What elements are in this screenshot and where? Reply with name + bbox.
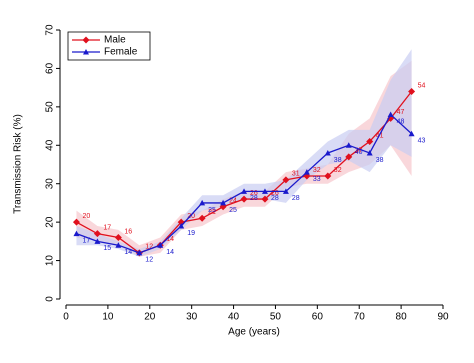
data-label: 32	[334, 167, 342, 174]
marker	[93, 230, 101, 238]
y-tick-label: 0	[45, 296, 56, 302]
y-axis-label: Transmission Risk (%)	[13, 114, 24, 214]
data-label: 43	[418, 138, 426, 145]
data-label: 25	[229, 207, 237, 214]
y-tick-label: 20	[45, 216, 56, 228]
x-tick-label: 20	[144, 312, 156, 323]
marker	[136, 249, 143, 256]
data-label: 19	[187, 230, 195, 237]
data-label: 40	[355, 149, 363, 156]
x-tick-label: 40	[228, 312, 240, 323]
x-tick-label: 30	[186, 312, 198, 323]
marker	[303, 169, 310, 175]
data-label: 24	[229, 198, 237, 205]
data-label: 20	[187, 213, 195, 220]
marker	[199, 199, 206, 206]
data-label: 48	[397, 118, 405, 125]
marker	[220, 199, 227, 206]
data-label: 38	[334, 157, 342, 164]
data-label: 14	[166, 249, 174, 256]
marker	[324, 172, 332, 180]
data-label: 26	[271, 190, 279, 197]
data-label: 20	[82, 213, 90, 220]
data-label: 17	[103, 225, 111, 232]
data-label: 32	[313, 167, 321, 174]
marker	[261, 195, 269, 203]
x-axis-label: Age (years)	[228, 327, 280, 338]
confidence-band	[76, 49, 412, 257]
data-label: 28	[250, 195, 258, 202]
data-label: 47	[397, 109, 405, 116]
x-tick-label: 80	[396, 312, 408, 323]
marker	[408, 130, 415, 137]
data-label: 14	[166, 236, 174, 243]
data-label: 16	[124, 228, 132, 235]
legend-marker	[82, 36, 90, 44]
marker	[366, 149, 373, 156]
marker	[114, 234, 122, 242]
x-tick-label: 60	[312, 312, 324, 323]
data-label: 12	[145, 244, 153, 251]
data-label: 37	[355, 148, 363, 155]
marker	[73, 230, 80, 237]
x-tick-label: 50	[270, 312, 282, 323]
x-tick-label: 0	[63, 312, 69, 323]
y-tick-label: 30	[45, 178, 56, 190]
marker	[366, 137, 374, 145]
data-label: 54	[418, 82, 426, 89]
data-label: 28	[271, 195, 279, 202]
data-label: 31	[292, 171, 300, 178]
marker	[178, 222, 185, 229]
marker	[240, 195, 248, 203]
marker	[387, 111, 394, 118]
data-label: 21	[208, 209, 216, 216]
legend-label: Male	[104, 35, 126, 46]
marker	[241, 188, 248, 194]
data-label: 26	[250, 190, 258, 197]
y-tick-label: 50	[45, 101, 56, 113]
y-tick-label: 10	[45, 255, 56, 267]
marker	[115, 242, 122, 248]
y-tick-label: 40	[45, 139, 56, 151]
marker	[198, 214, 206, 222]
data-label: 12	[145, 257, 153, 264]
marker	[94, 238, 101, 244]
x-tick-label: 70	[354, 312, 366, 323]
data-label: 15	[103, 245, 111, 252]
legend-label: Female	[104, 47, 138, 58]
y-tick-label: 60	[45, 62, 56, 74]
data-label: 38	[376, 157, 384, 164]
marker	[345, 153, 353, 161]
x-tick-label: 10	[102, 312, 114, 323]
marker	[408, 87, 416, 95]
legend-box	[67, 31, 151, 61]
data-label: 28	[292, 195, 300, 202]
data-label: 14	[124, 249, 132, 256]
data-label: 25	[208, 207, 216, 214]
marker	[282, 176, 290, 184]
x-tick-label: 90	[437, 312, 449, 323]
marker	[261, 188, 268, 194]
marker	[282, 188, 289, 194]
marker	[72, 218, 80, 226]
marker	[324, 149, 331, 156]
legend-marker	[83, 49, 89, 55]
data-label: 17	[82, 238, 90, 245]
marker	[157, 242, 164, 248]
marker	[345, 142, 352, 148]
data-label: 33	[313, 176, 321, 183]
y-tick-label: 70	[45, 24, 56, 36]
